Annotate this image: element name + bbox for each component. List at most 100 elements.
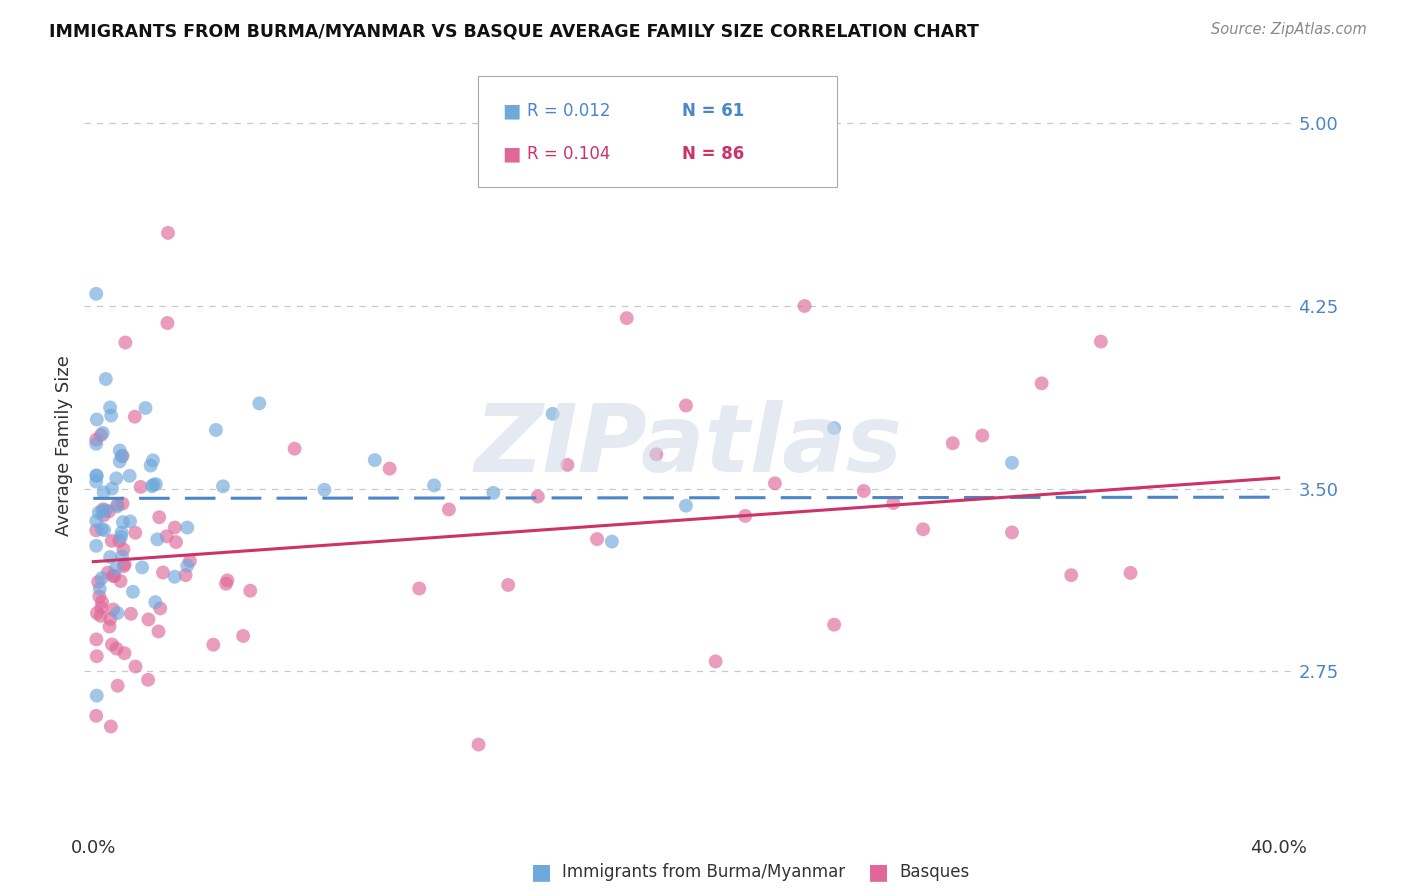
Point (111, 449, 134, 463)
Point (107, 606, 129, 620)
Point (1001, 456, 1024, 470)
Point (704, 654, 727, 668)
Point (437, 502, 460, 516)
Point (215, 576, 238, 591)
Point (124, 659, 146, 673)
Point (105, 500, 128, 514)
Point (141, 479, 163, 493)
Point (105, 641, 128, 656)
Point (89, 590, 111, 604)
Point (110, 574, 132, 588)
Point (645, 447, 668, 461)
Point (84, 468, 107, 483)
Point (86, 649, 108, 664)
Text: N = 61: N = 61 (682, 102, 744, 120)
Point (111, 549, 134, 564)
Y-axis label: Average Family Size: Average Family Size (55, 356, 73, 536)
Point (91, 502, 114, 516)
Point (90, 428, 112, 442)
Point (101, 638, 124, 652)
Point (143, 595, 166, 609)
Point (111, 497, 134, 511)
Point (84, 524, 107, 538)
Point (156, 316, 179, 330)
Point (1119, 566, 1142, 580)
Point (823, 421, 845, 435)
Point (176, 558, 198, 573)
Point (146, 533, 169, 547)
Point (84, 514, 107, 528)
Point (202, 638, 225, 652)
Point (912, 522, 935, 536)
Point (120, 607, 142, 621)
Point (586, 532, 609, 546)
Text: R = 0.012: R = 0.012 (527, 102, 610, 120)
Point (138, 612, 160, 626)
Point (112, 559, 135, 574)
Point (139, 458, 162, 473)
Point (239, 583, 262, 598)
Point (129, 480, 152, 494)
Point (107, 679, 129, 693)
Point (378, 461, 401, 475)
Point (86, 412, 108, 426)
Text: R = 0.104: R = 0.104 (527, 145, 610, 163)
Point (136, 673, 159, 687)
Point (616, 311, 638, 326)
Point (134, 401, 156, 415)
Point (217, 574, 239, 588)
Point (86, 606, 108, 620)
Text: ■: ■ (869, 863, 889, 882)
Point (91, 595, 114, 609)
Point (84, 475, 107, 489)
Point (104, 562, 127, 576)
Point (107, 498, 129, 512)
Point (105, 471, 128, 485)
Point (93, 485, 115, 500)
Point (84, 437, 107, 451)
Point (541, 407, 564, 421)
Point (131, 560, 153, 574)
Text: N = 86: N = 86 (682, 145, 744, 163)
Point (148, 624, 170, 639)
Text: ■: ■ (531, 863, 551, 882)
Point (675, 499, 697, 513)
Point (87, 575, 110, 590)
Point (98, 401, 121, 415)
Point (90, 608, 112, 623)
Point (1031, 376, 1053, 391)
Point (600, 534, 623, 549)
Text: Source: ZipAtlas.com: Source: ZipAtlas.com (1211, 22, 1367, 37)
Point (942, 436, 965, 450)
Point (972, 428, 994, 442)
Point (101, 482, 124, 496)
Point (120, 515, 142, 529)
Point (734, 508, 756, 523)
Point (174, 568, 197, 582)
Point (111, 449, 134, 463)
Point (156, 226, 179, 240)
Point (284, 442, 307, 456)
Text: Immigrants from Burma/Myanmar: Immigrants from Burma/Myanmar (562, 863, 845, 881)
Text: IMMIGRANTS FROM BURMA/MYANMAR VS BASQUE AVERAGE FAMILY SIZE CORRELATION CHART: IMMIGRANTS FROM BURMA/MYANMAR VS BASQUE … (49, 22, 979, 40)
Point (84, 286, 107, 301)
Point (793, 299, 815, 313)
Point (152, 566, 174, 580)
Point (482, 486, 505, 500)
Point (176, 520, 198, 534)
Point (364, 453, 387, 467)
Point (87, 506, 110, 520)
Point (100, 533, 122, 548)
Point (90, 571, 112, 585)
Point (84, 433, 107, 447)
Point (1090, 334, 1112, 349)
Point (90, 600, 112, 615)
Point (557, 458, 579, 472)
Point (148, 510, 170, 524)
Point (142, 477, 165, 491)
Point (124, 409, 146, 424)
Point (84, 539, 107, 553)
Point (163, 520, 186, 534)
Point (91, 504, 114, 518)
Point (882, 496, 904, 510)
